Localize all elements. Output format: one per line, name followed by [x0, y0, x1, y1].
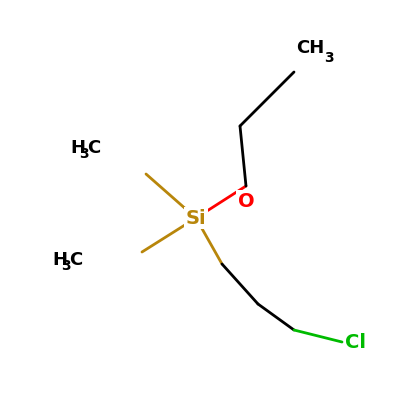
- Text: C: C: [69, 251, 82, 269]
- Text: CH: CH: [296, 39, 324, 57]
- Text: 3: 3: [61, 259, 70, 273]
- Text: H: H: [70, 139, 85, 157]
- Text: C: C: [87, 139, 100, 157]
- Text: H: H: [52, 251, 67, 269]
- Text: 3: 3: [324, 51, 334, 65]
- Text: Si: Si: [186, 208, 206, 228]
- Text: 3: 3: [79, 147, 88, 161]
- Text: Cl: Cl: [345, 332, 366, 352]
- Text: O: O: [238, 192, 254, 211]
